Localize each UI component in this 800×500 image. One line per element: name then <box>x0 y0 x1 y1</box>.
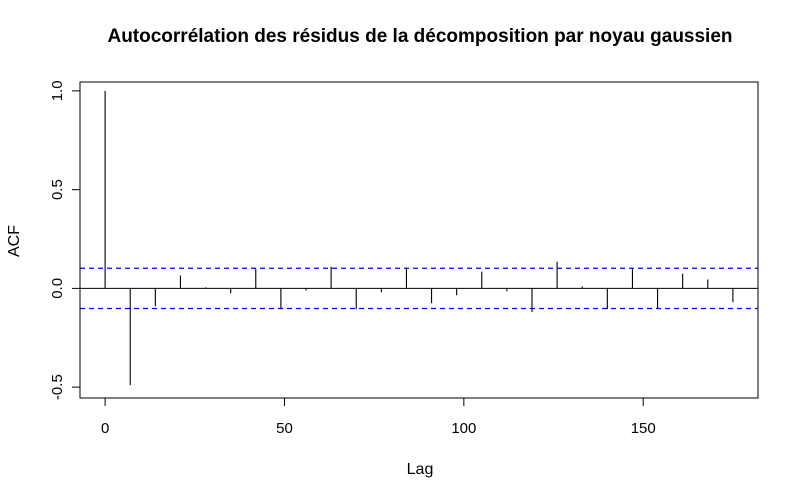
x-axis-label: Lag <box>407 461 434 478</box>
y-tick-label: -0.5 <box>49 374 66 400</box>
x-tick-label: 150 <box>631 420 656 437</box>
y-tick-label: 1.0 <box>49 80 66 101</box>
chart-title: Autocorrélation des résidus de la décomp… <box>107 26 732 47</box>
plot-layer <box>80 90 758 386</box>
axis-layer: 0 50 100 150 -0.5 0.0 0.5 1.0 <box>49 80 656 437</box>
y-tick-label: 0.5 <box>49 179 66 200</box>
x-tick-label: 50 <box>276 420 293 437</box>
x-tick-label: 100 <box>451 420 476 437</box>
plot-frame <box>79 81 759 399</box>
y-tick-label: 0.0 <box>49 278 66 299</box>
x-tick-label: 0 <box>101 420 109 437</box>
y-axis-label: ACF <box>6 225 23 257</box>
